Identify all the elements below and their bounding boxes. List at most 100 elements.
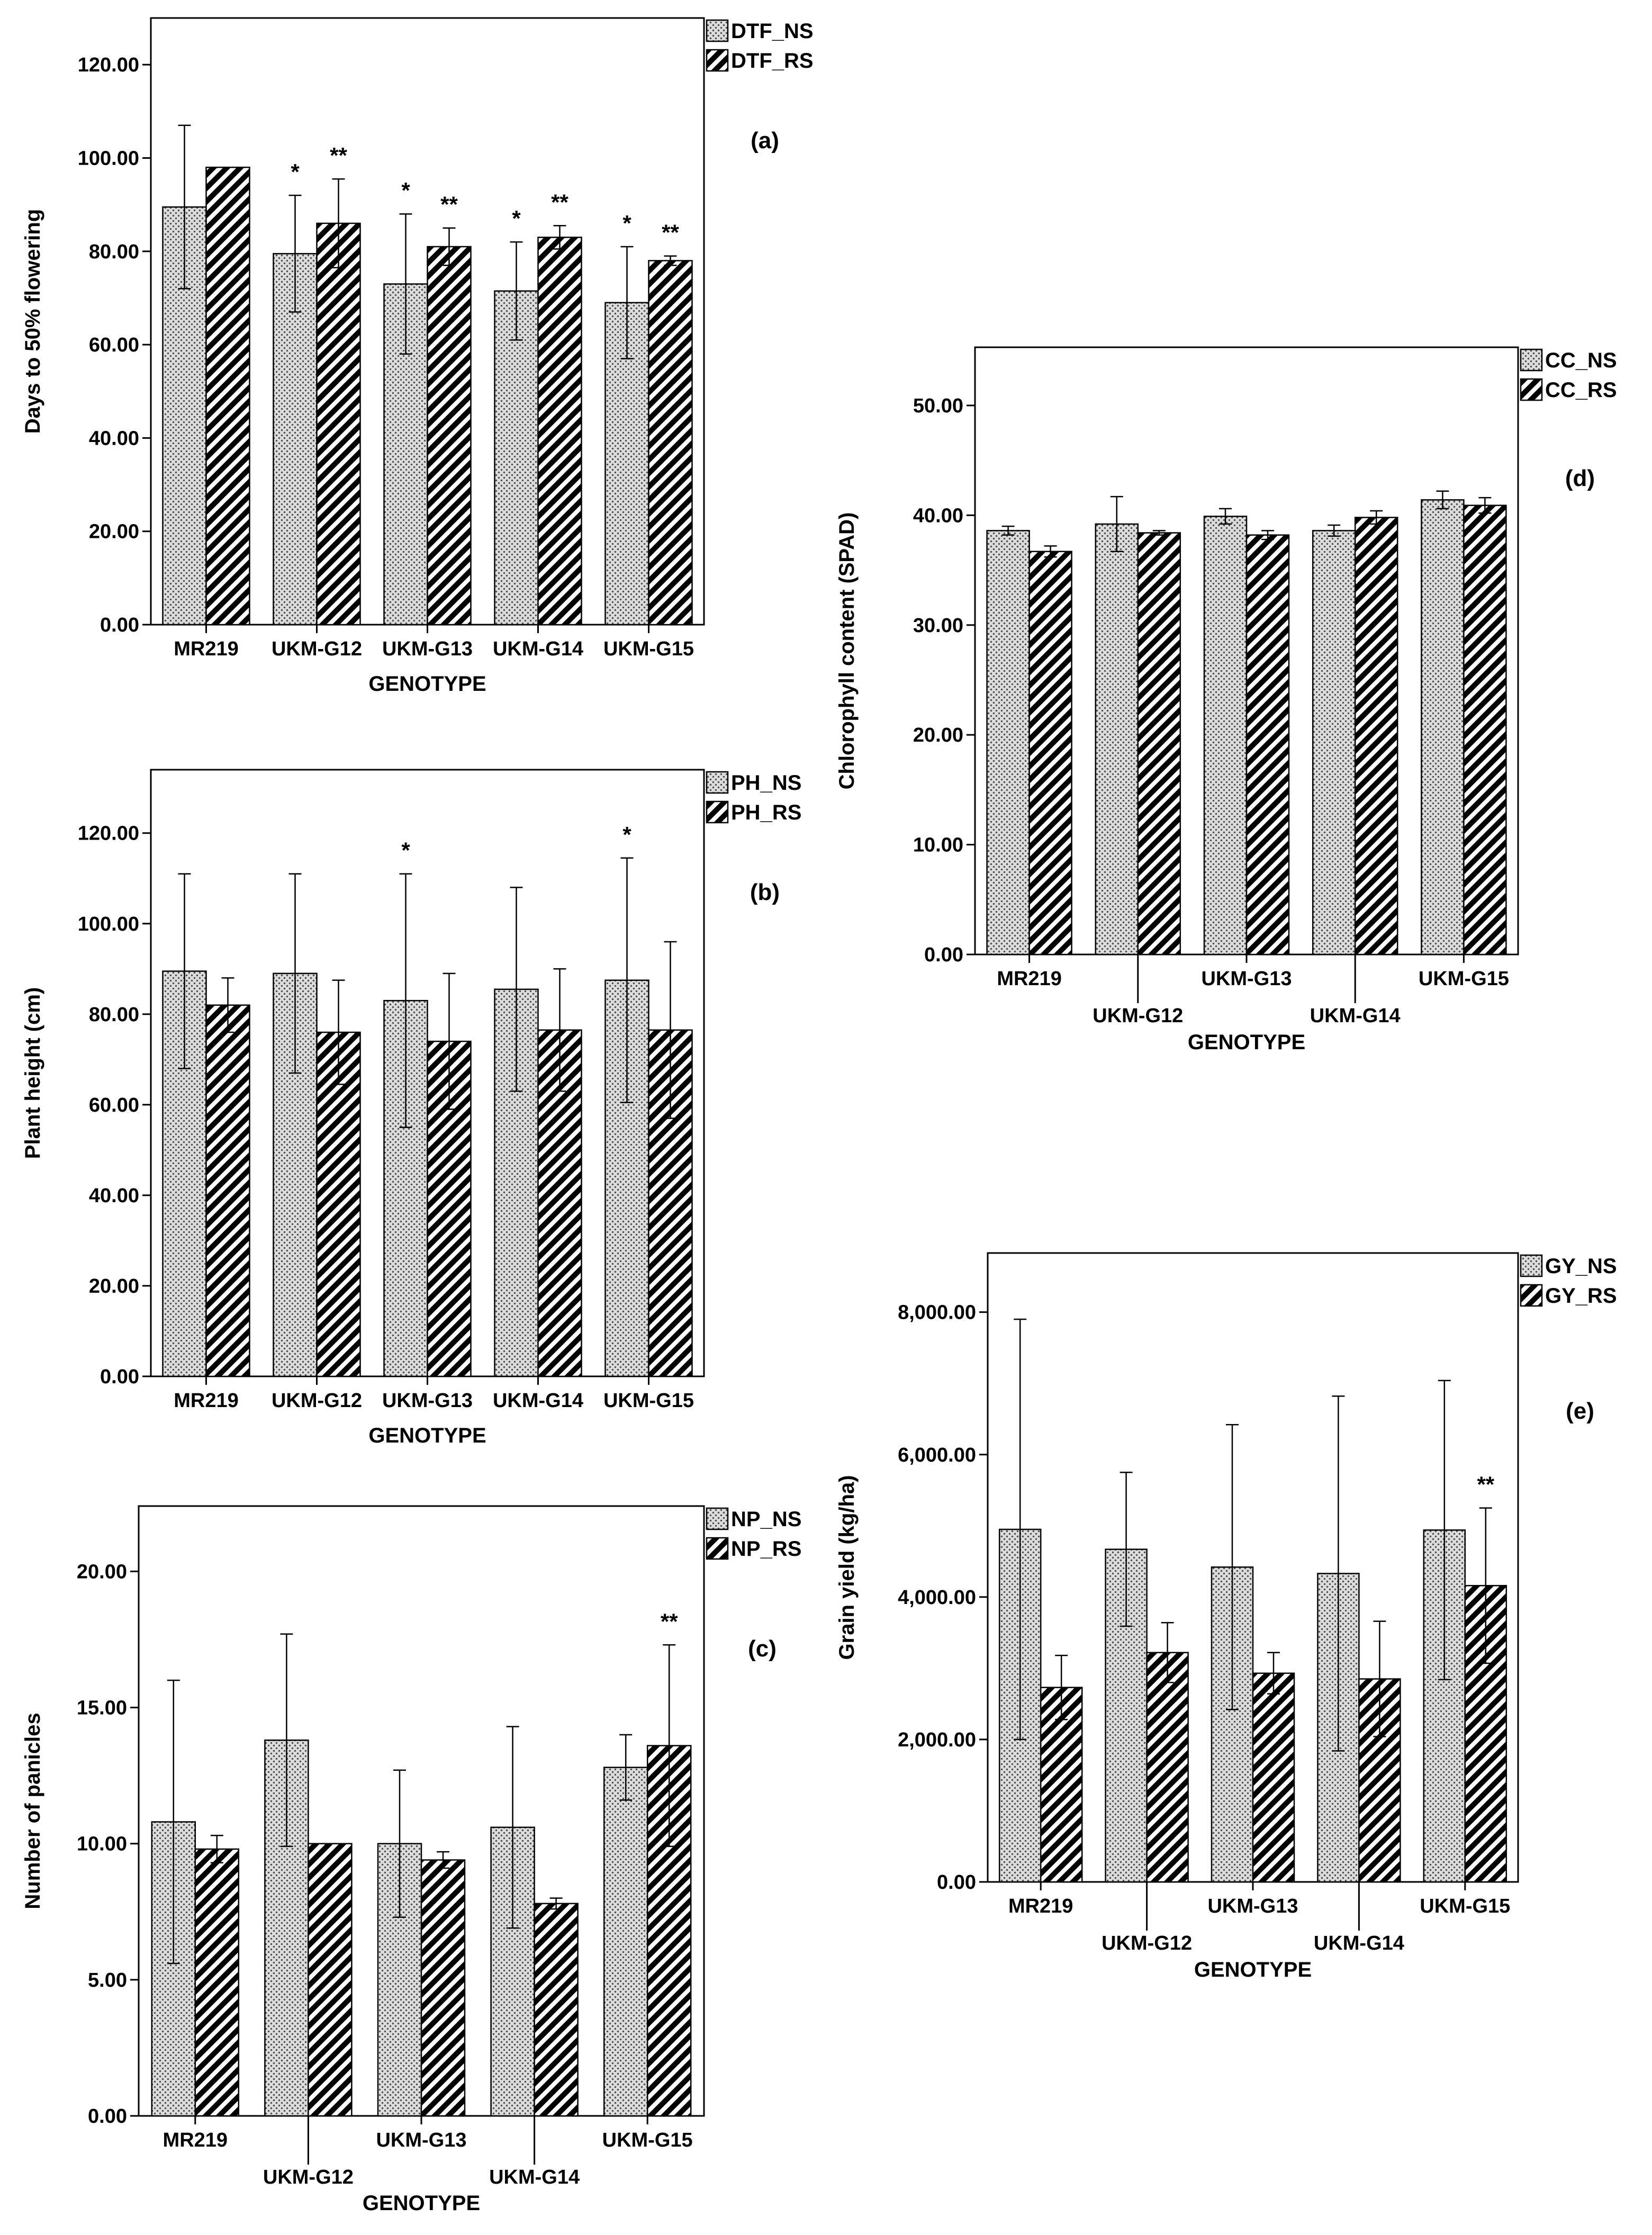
bar-CC_RS [1028, 551, 1072, 956]
y-tick-label: 40.00 [89, 427, 139, 449]
bar-CC_NS [1095, 523, 1139, 956]
significance-mark: * [512, 206, 521, 231]
significance-mark: * [291, 159, 300, 184]
significance-mark: ** [330, 143, 347, 168]
legend-entry: PH_NS [731, 771, 801, 795]
x-tick-label: UKM-G13 [1207, 1895, 1298, 1917]
legend-entry: DTF_NS [731, 20, 814, 43]
x-tick-label: UKM-G15 [602, 2129, 693, 2151]
y-tick-label: 40.00 [89, 1185, 139, 1207]
significance-mark: * [622, 211, 631, 236]
y-tick-label: 120.00 [78, 823, 139, 845]
y-tick-label: 0.00 [937, 1871, 976, 1894]
bar-CC_RS [1354, 517, 1398, 956]
x-tick-label: UKM-G15 [1419, 968, 1509, 990]
y-axis-title: Days to 50% flowering [21, 209, 44, 434]
legend-entry: PH_RS [731, 801, 801, 824]
x-tick-label: UKM-G12 [1102, 1932, 1192, 1954]
y-axis-title: Number of panicles [21, 1713, 44, 1909]
y-tick-label: 0.00 [100, 1366, 139, 1388]
y-tick-label: 20.00 [89, 1275, 139, 1297]
bar-CC_RS [1245, 534, 1290, 956]
y-tick-label: 0.00 [88, 2105, 127, 2128]
y-tick-label: 10.00 [77, 1833, 127, 1855]
significance-mark: ** [662, 220, 679, 245]
bar-DTF_RS [648, 260, 693, 626]
y-tick-label: 6,000.00 [898, 1444, 976, 1466]
y-axis-title: Chlorophyll content (SPAD) [835, 512, 859, 790]
significance-mark: * [401, 838, 410, 863]
x-tick-label: UKM-G13 [382, 638, 473, 660]
y-tick-label: 50.00 [913, 395, 963, 417]
legend-entry: GY_RS [1545, 1284, 1617, 1308]
legend-swatch [706, 771, 729, 794]
x-axis-title: GENOTYPE [368, 672, 486, 696]
y-tick-label: 120.00 [78, 54, 139, 76]
legend-entry: NP_RS [731, 1537, 801, 1561]
x-tick-label: UKM-G13 [1201, 968, 1292, 990]
y-tick-label: 40.00 [913, 504, 963, 527]
bar-CC_RS [1137, 532, 1181, 956]
bar-NP_NS [603, 1767, 648, 2117]
legend-entry: NP_NS [731, 1508, 801, 1531]
x-tick-label: UKM-G13 [376, 2129, 466, 2151]
legend-swatch [1520, 1254, 1543, 1277]
legend-entry: CC_NS [1545, 349, 1617, 372]
significance-mark: * [401, 178, 410, 203]
legend-swatch [706, 1537, 729, 1560]
bar-CC_RS [1463, 504, 1507, 956]
y-tick-label: 0.00 [100, 614, 139, 636]
bar-DTF_RS [316, 222, 361, 626]
y-tick-label: 60.00 [89, 1094, 139, 1116]
bar-DTF_RS [427, 246, 472, 626]
chart-panel-a: 0.00 20.00 40.00 60.00 80.00 100.00 120.00 Days… [21, 17, 814, 696]
bar-DTF_NS [494, 290, 539, 626]
y-tick-label: 100.00 [78, 913, 139, 935]
bar-PH_RS [205, 1004, 250, 1377]
x-tick-label: UKM-G14 [493, 1390, 583, 1412]
significance-mark: ** [440, 192, 458, 217]
bar-NP_RS [194, 1848, 240, 2117]
x-axis-title: GENOTYPE [1188, 1031, 1305, 1054]
legend-swatch [1520, 348, 1543, 372]
y-axis-title: Plant height (cm) [21, 987, 44, 1159]
x-tick-label: UKM-G12 [263, 2166, 354, 2188]
bar-CC_NS [1421, 499, 1465, 956]
bar-NP_RS [420, 1859, 466, 2117]
legend-entry: GY_NS [1545, 1255, 1617, 1278]
x-axis-title: GENOTYPE [1194, 1958, 1312, 1981]
panel-label: (c) [748, 1636, 777, 1662]
x-tick-label: MR219 [1008, 1895, 1073, 1917]
legend-swatch [706, 1507, 729, 1530]
chart-panel-e: 0.00 2,000.00 4,000.00 6,000.00 8,000.00 Grai… [835, 1252, 1617, 1981]
significance-mark: ** [551, 190, 568, 214]
y-tick-label: 5.00 [88, 1969, 127, 1991]
y-tick-label: 20.00 [89, 521, 139, 543]
x-axis-title: GENOTYPE [363, 2192, 480, 2215]
panel-label: (d) [1565, 465, 1595, 491]
bar-PH_NS [273, 972, 318, 1377]
legend-entry: CC_RS [1545, 378, 1617, 402]
x-axis-title: GENOTYPE [368, 1424, 486, 1447]
x-tick-label: UKM-G15 [1420, 1895, 1510, 1917]
y-tick-label: 4,000.00 [898, 1587, 976, 1609]
bar-GY_RS [1252, 1672, 1295, 1883]
x-tick-label: UKM-G12 [1093, 1005, 1183, 1027]
legend-swatch [706, 49, 729, 72]
x-tick-label: UKM-G14 [1314, 1932, 1404, 1954]
bar-DTF_RS [537, 237, 582, 626]
bar-NP_RS [308, 1843, 353, 2117]
panel-label: (a) [751, 128, 779, 154]
chart-panel-b: 0.00 20.00 40.00 60.00 80.00 100.00 120.00 Plan… [21, 769, 801, 1447]
y-tick-label: 60.00 [89, 334, 139, 356]
y-tick-label: 30.00 [913, 615, 963, 637]
x-tick-label: MR219 [174, 638, 239, 660]
significance-mark: ** [661, 1609, 678, 1634]
legend-swatch [706, 800, 729, 824]
bar-DTF_RS [205, 166, 250, 626]
y-axis-title: Grain yield (kg/ha) [835, 1475, 859, 1660]
bar-CC_NS [1312, 530, 1356, 956]
chart-panel-d: 0.00 10.00 20.00 30.00 40.00 50.00 Chlorophyll… [835, 346, 1617, 1054]
x-tick-label: MR219 [163, 2129, 228, 2151]
